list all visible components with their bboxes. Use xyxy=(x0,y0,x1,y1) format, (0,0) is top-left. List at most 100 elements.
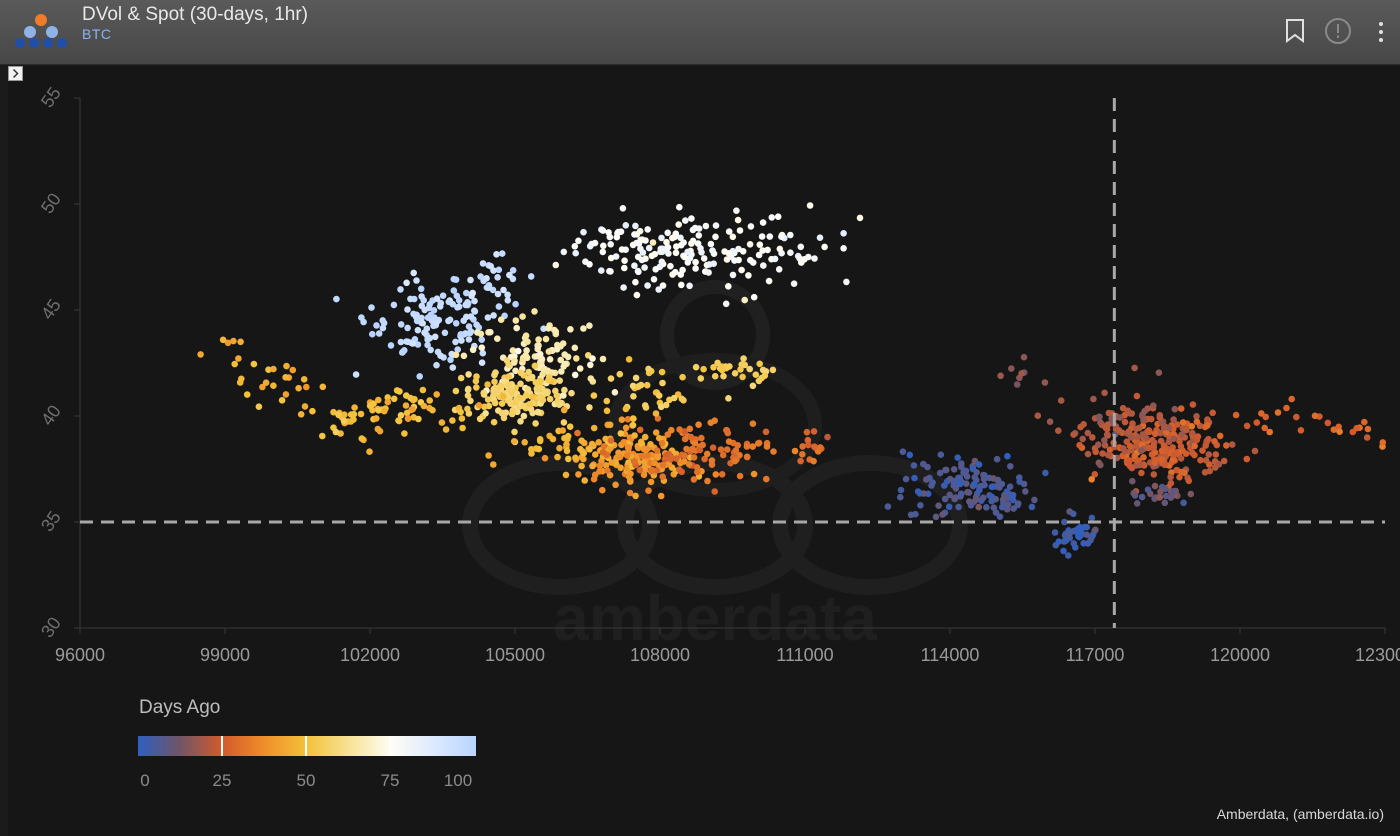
scatter-point xyxy=(914,488,922,495)
scatter-point xyxy=(726,363,733,370)
scatter-point xyxy=(1080,421,1087,428)
scatter-point xyxy=(729,271,737,279)
scatter-point xyxy=(283,362,290,370)
scatter-point xyxy=(988,497,995,505)
scatter-point xyxy=(527,273,535,280)
scatter-point xyxy=(404,415,412,422)
scatter-point xyxy=(954,454,961,462)
scatter-point xyxy=(624,452,631,459)
scatter-point xyxy=(622,424,630,432)
scatter-point xyxy=(197,351,204,358)
scatter-point xyxy=(1177,443,1185,450)
scatter-point xyxy=(490,461,497,468)
bookmark-icon[interactable] xyxy=(1284,18,1306,44)
scatter-point xyxy=(599,355,607,363)
scatter-point xyxy=(484,396,492,403)
scatter-point xyxy=(1009,496,1017,504)
scatter-point xyxy=(709,247,716,254)
scatter-point xyxy=(951,495,958,503)
scatter-point xyxy=(459,424,466,432)
scatter-point xyxy=(910,462,918,469)
scatter-point xyxy=(563,447,571,455)
scatter-point xyxy=(763,475,770,483)
scatter-point xyxy=(578,462,585,470)
scatter-point xyxy=(426,397,434,404)
scatter-point xyxy=(572,249,579,257)
scatter-point xyxy=(463,313,470,321)
scatter-point xyxy=(452,351,460,359)
scatter-point xyxy=(816,234,824,241)
scatter-point xyxy=(607,375,615,382)
scatter-point xyxy=(675,221,682,228)
scatter-point xyxy=(360,318,367,326)
scatter-point xyxy=(941,495,949,503)
scatter-point xyxy=(395,417,402,424)
scatter-point xyxy=(403,279,410,287)
scatter-point xyxy=(1274,409,1282,416)
scatter-point xyxy=(513,324,520,332)
scatter-point xyxy=(409,340,417,347)
scatter-point xyxy=(626,489,634,497)
scatter-point xyxy=(976,486,983,494)
scatter-point xyxy=(368,304,375,311)
legend-label: 100 xyxy=(443,771,473,790)
scatter-point xyxy=(545,325,552,332)
scatter-point xyxy=(404,306,411,313)
scatter-point xyxy=(1243,455,1251,463)
scatter-point xyxy=(403,409,411,417)
more-options-icon[interactable] xyxy=(1374,20,1388,44)
scatter-point xyxy=(427,311,435,319)
scatter-point xyxy=(700,255,708,262)
info-alert-icon[interactable] xyxy=(1324,17,1352,45)
scatter-point xyxy=(562,471,570,479)
scatter-point xyxy=(1128,434,1135,441)
scatter-point xyxy=(685,461,693,468)
scatter-point xyxy=(507,399,514,406)
scatter-point xyxy=(476,415,484,423)
scatter-point xyxy=(684,248,691,256)
scatter-point xyxy=(560,419,568,426)
scatter-point xyxy=(662,401,670,409)
scatter-point xyxy=(638,256,646,264)
scatter-point xyxy=(579,448,586,455)
scatter-point xyxy=(510,438,518,445)
scatter-point xyxy=(1161,499,1169,507)
scatter-point xyxy=(282,391,290,398)
scatter-point xyxy=(725,250,733,257)
scatter-point xyxy=(546,395,554,403)
scatter-point xyxy=(1251,447,1259,455)
scatter-point xyxy=(1209,409,1216,417)
scatter-point xyxy=(699,441,706,449)
scatter-point xyxy=(319,383,327,391)
scatter-point xyxy=(724,429,732,437)
scatter-point xyxy=(462,301,470,309)
scatter-point xyxy=(542,335,550,343)
scatter-point xyxy=(714,359,721,367)
scatter-point xyxy=(950,466,958,473)
scatter-point xyxy=(692,363,700,371)
scatter-point xyxy=(591,471,599,479)
scatter-point xyxy=(1158,456,1166,464)
scatter-point xyxy=(739,373,746,381)
scatter-point xyxy=(804,436,812,444)
scatter-point xyxy=(1297,427,1305,434)
scatter-point xyxy=(745,272,752,279)
scatter-point xyxy=(1120,445,1127,452)
scatter-point xyxy=(517,418,524,425)
scatter-point xyxy=(591,239,599,247)
scatter-point xyxy=(607,437,615,444)
scatter-point xyxy=(1288,395,1295,403)
scatter-point xyxy=(1336,428,1343,436)
expand-panel-button[interactable] xyxy=(8,66,23,81)
scatter-point xyxy=(586,242,594,250)
scatter-point xyxy=(843,278,850,286)
scatter-point xyxy=(1185,477,1193,485)
scatter-point xyxy=(396,388,403,395)
scatter-point xyxy=(632,492,639,500)
scatter-point xyxy=(787,231,794,239)
scatter-point xyxy=(1010,505,1017,512)
scatter-point xyxy=(571,371,579,379)
scatter-point xyxy=(231,360,238,368)
scatter-point xyxy=(1170,488,1177,495)
